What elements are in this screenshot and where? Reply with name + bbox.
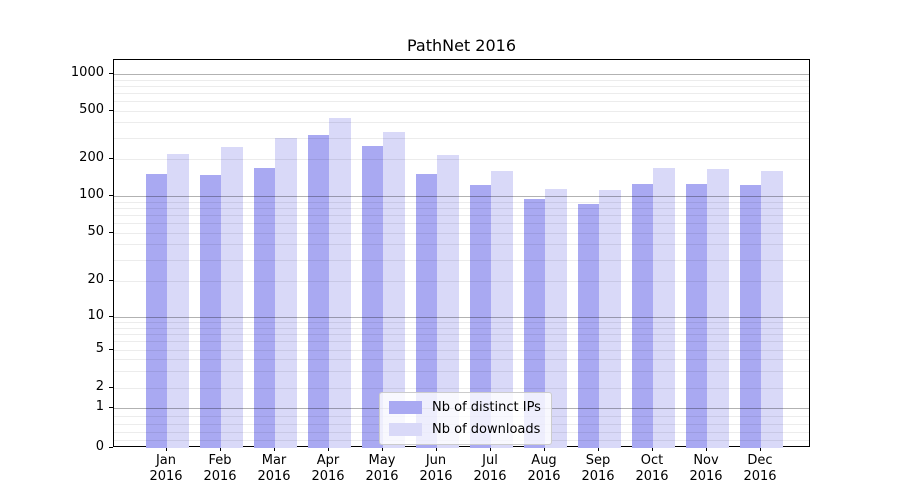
bar-distinct-ips-apr (307, 135, 329, 448)
x-tick-mark (328, 447, 329, 451)
x-tick-label: Dec 2016 (743, 453, 777, 484)
y-tick-mark (109, 407, 113, 408)
x-tick-label: Jun 2016 (419, 453, 453, 484)
y-tick-mark (109, 280, 113, 281)
x-tick-label: Feb 2016 (203, 453, 237, 484)
bar-downloads-apr (329, 118, 351, 448)
bar-distinct-ips-jun (415, 174, 437, 448)
x-tick-mark (436, 447, 437, 451)
x-tick-label: Aug 2016 (527, 453, 561, 484)
x-tick-label: May 2016 (365, 453, 399, 484)
x-tick-label: Jul 2016 (473, 453, 507, 484)
y-tick-mark (109, 231, 113, 233)
y-tick-mark (109, 316, 113, 317)
y-tick-label: 10 (87, 308, 104, 323)
y-tick-mark (109, 195, 113, 196)
y-tick-label: 50 (87, 223, 104, 239)
x-tick-label: Oct 2016 (635, 453, 669, 484)
bar-distinct-ips-jan (145, 174, 167, 448)
bar-downloads-jan (167, 153, 189, 448)
x-tick-mark (274, 447, 275, 451)
legend-label: Nb of downloads (432, 422, 541, 437)
bar-downloads-mar (275, 137, 297, 448)
x-tick-mark (220, 447, 221, 451)
bar-distinct-ips-sep (577, 203, 599, 448)
bar-downloads-dec (761, 170, 783, 448)
x-tick-label: Nov 2016 (689, 453, 723, 484)
y-tick-label: 20 (87, 272, 104, 287)
bar-downloads-jul (491, 170, 513, 448)
y-tick-label: 1000 (70, 65, 104, 80)
y-tick-mark (109, 73, 113, 74)
bar-downloads-feb (221, 147, 243, 448)
y-tick-label: 500 (79, 101, 104, 117)
bar-distinct-ips-aug (523, 198, 545, 448)
x-tick-mark (706, 447, 707, 451)
bar-downloads-aug (545, 189, 567, 448)
x-tick-mark (598, 447, 599, 451)
x-tick-mark (652, 447, 653, 451)
bar-downloads-oct (653, 167, 675, 448)
x-tick-mark (760, 447, 761, 451)
chart-title: PathNet 2016 (406, 36, 517, 55)
legend-swatch-icon (389, 423, 422, 436)
y-tick-mark (109, 387, 113, 388)
legend: Nb of distinct IPs Nb of downloads (379, 392, 552, 445)
y-tick-mark (109, 158, 113, 159)
x-tick-mark (544, 447, 545, 451)
bar-distinct-ips-jul (469, 185, 491, 448)
x-tick-label: Jan 2016 (149, 453, 183, 484)
x-tick-mark (490, 447, 491, 451)
y-tick-mark (109, 446, 113, 448)
x-tick-label: Mar 2016 (257, 453, 291, 484)
bar-downloads-may (383, 132, 405, 448)
bar-downloads-nov (707, 168, 729, 448)
y-tick-label: 2 (95, 379, 104, 394)
bar-distinct-ips-oct (631, 183, 653, 448)
y-tick-label: 0 (95, 438, 104, 454)
legend-label: Nb of distinct IPs (432, 400, 541, 415)
bar-downloads-sep (599, 190, 621, 448)
bar-distinct-ips-nov (685, 184, 707, 448)
bars-layer (114, 60, 809, 448)
bar-distinct-ips-may (361, 146, 383, 448)
bar-distinct-ips-mar (253, 167, 275, 448)
y-tick-label: 5 (95, 341, 104, 356)
bar-downloads-jun (437, 155, 459, 448)
y-tick-label: 200 (79, 150, 104, 165)
bar-distinct-ips-dec (739, 185, 761, 448)
x-tick-label: Apr 2016 (311, 453, 345, 484)
legend-swatch-icon (389, 401, 422, 414)
legend-item: Nb of downloads (389, 422, 541, 437)
x-tick-label: Sep 2016 (581, 453, 615, 484)
y-tick-label: 1 (95, 399, 104, 414)
y-tick-label: 100 (79, 187, 104, 202)
y-tick-mark (109, 109, 113, 111)
legend-item: Nb of distinct IPs (389, 400, 541, 415)
bar-distinct-ips-feb (199, 175, 221, 448)
x-tick-mark (166, 447, 167, 451)
x-tick-mark (382, 447, 383, 451)
y-tick-mark (109, 349, 113, 350)
plot-area: Nb of distinct IPs Nb of downloads (113, 59, 810, 448)
